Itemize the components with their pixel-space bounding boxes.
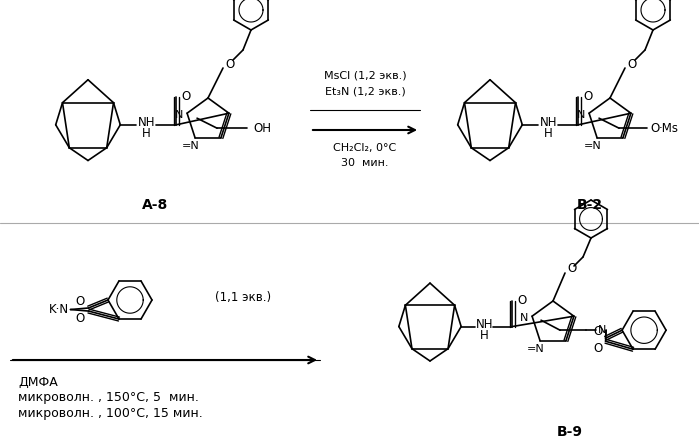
Text: N: N (598, 325, 606, 335)
Text: MsCl (1,2 экв.): MsCl (1,2 экв.) (324, 70, 406, 80)
Text: O: O (225, 58, 235, 70)
Text: O: O (593, 325, 603, 338)
Text: O: O (76, 311, 85, 325)
Text: NH: NH (540, 116, 557, 129)
Text: микроволн. , 100°C, 15 мин.: микроволн. , 100°C, 15 мин. (18, 406, 203, 420)
Text: O: O (651, 122, 660, 135)
Text: =N: =N (584, 141, 602, 151)
Text: NH: NH (475, 318, 493, 331)
Text: O: O (76, 294, 85, 308)
Text: ДМФА: ДМФА (18, 376, 58, 388)
Text: N: N (175, 110, 183, 120)
Text: B-9: B-9 (557, 425, 583, 439)
Text: O: O (517, 294, 527, 307)
Text: NH: NH (138, 116, 155, 129)
Text: N: N (520, 313, 528, 323)
Text: H: H (142, 127, 151, 140)
Text: CH₂Cl₂, 0°C: CH₂Cl₂, 0°C (333, 143, 396, 153)
Text: B-2: B-2 (577, 198, 603, 212)
Text: H: H (544, 127, 553, 140)
Text: K·N: K·N (48, 303, 69, 316)
Text: O: O (568, 263, 577, 276)
Text: N: N (577, 110, 585, 120)
Text: O: O (628, 58, 637, 70)
Text: H: H (480, 329, 489, 342)
Text: O: O (182, 90, 191, 103)
Text: Et₃N (1,2 экв.): Et₃N (1,2 экв.) (324, 86, 405, 96)
Text: микроволн. , 150°C, 5  мин.: микроволн. , 150°C, 5 мин. (18, 392, 199, 405)
Text: A-8: A-8 (142, 198, 168, 212)
Text: O: O (584, 90, 593, 103)
Text: =N: =N (182, 141, 200, 151)
Text: ·Ms: ·Ms (659, 122, 679, 135)
Text: OH: OH (253, 122, 271, 135)
Text: (1,1 экв.): (1,1 экв.) (215, 292, 271, 305)
Text: =N: =N (527, 344, 545, 354)
Text: O: O (593, 342, 603, 355)
Text: 30  мин.: 30 мин. (341, 158, 389, 168)
